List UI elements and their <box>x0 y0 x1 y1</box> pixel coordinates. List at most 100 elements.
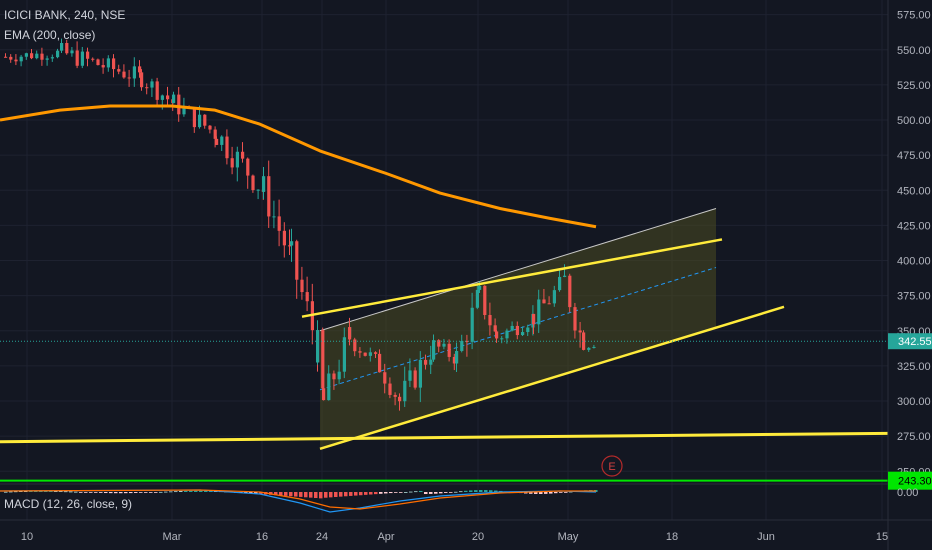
macd-zero-label: 0.00 <box>897 487 918 499</box>
interval-label: 240 <box>74 8 95 22</box>
ema-legend[interactable]: EMA (200, close) <box>4 28 96 42</box>
candle-body <box>40 53 44 60</box>
candle-body <box>578 330 582 333</box>
symbol-name: ICICI BANK <box>4 8 68 22</box>
macd-histogram-bar <box>554 492 558 494</box>
candle-body <box>383 372 387 384</box>
macd-histogram-bar <box>164 491 168 493</box>
macd-histogram-bar <box>294 492 298 497</box>
candle-body <box>235 151 239 168</box>
candle-body <box>145 87 149 89</box>
time-tick-label: Apr <box>377 531 394 543</box>
macd-histogram-bar <box>444 492 448 493</box>
macd-histogram-bar <box>524 492 528 494</box>
candle-body <box>267 176 271 217</box>
candle-body <box>393 394 397 397</box>
candle-body <box>198 114 202 128</box>
symbol-legend[interactable]: ICICI BANK, 240, NSE <box>4 8 126 22</box>
candle-body <box>138 66 142 73</box>
candle-body <box>305 292 309 302</box>
candle-body <box>30 53 34 59</box>
candle-body <box>363 352 367 356</box>
macd-histogram-bar <box>249 492 253 494</box>
time-tick-label: 20 <box>472 531 484 543</box>
candle-body <box>437 340 441 347</box>
macd-histogram-bar <box>284 492 288 496</box>
candle-body <box>288 245 292 247</box>
candle-body <box>563 275 567 277</box>
candle-body <box>246 158 250 176</box>
macd-histogram-bar <box>474 490 478 492</box>
candle-body <box>132 66 136 79</box>
macd-histogram-bar <box>384 492 388 494</box>
macd-histogram-bar <box>399 492 403 493</box>
candle-body <box>208 125 212 130</box>
macd-histogram-bar <box>469 490 473 492</box>
price-tick-label: 375.00 <box>897 291 931 303</box>
channel-upper-line <box>319 208 717 332</box>
macd-histogram-bar <box>194 490 198 492</box>
macd-histogram-bar <box>364 492 368 495</box>
candle-body <box>230 158 234 168</box>
macd-legend[interactable]: MACD (12, 26, close, 9) <box>4 497 133 511</box>
macd-histogram-bar <box>134 492 138 493</box>
macd-histogram-bar <box>274 492 278 496</box>
support-trendline <box>319 305 785 450</box>
trendline-drawings[interactable]: E <box>0 238 889 482</box>
candle-body <box>374 352 378 354</box>
candle-body <box>483 285 487 315</box>
price-tick-label: 425.00 <box>897 220 931 232</box>
candle-body <box>500 338 504 340</box>
macd-histogram-bar <box>19 491 23 492</box>
time-tick-label: 16 <box>256 531 268 543</box>
candle-body <box>9 56 13 60</box>
last-price-label: 342.55 <box>898 336 932 348</box>
candle-body <box>35 53 39 59</box>
candle-body <box>251 175 255 191</box>
candle-body <box>493 325 497 332</box>
channel-median-line <box>319 267 717 391</box>
candle-body <box>358 351 362 353</box>
candle-body <box>150 81 154 88</box>
macd-histogram-bar <box>99 492 103 493</box>
candle-body <box>122 71 126 78</box>
macd-histogram-bar <box>309 492 313 498</box>
candle-body <box>277 216 281 231</box>
price-axis[interactable]: 575.00 550.00 525.00 500.00 475.00 450.00 425.… <box>887 0 932 550</box>
macd-histogram-bar <box>44 490 48 492</box>
macd-histogram-bar <box>144 492 148 493</box>
macd-histogram-bar <box>29 490 33 492</box>
macd-histogram-bar <box>454 491 458 493</box>
candle-body <box>112 58 116 70</box>
macd-histogram-bar <box>534 492 538 494</box>
macd-histogram-bar <box>124 492 128 494</box>
macd-histogram-bar <box>419 490 423 492</box>
candle-body <box>418 359 422 388</box>
ema-line <box>0 104 597 229</box>
price-tick-label: 450.00 <box>897 185 931 197</box>
macd-histogram-bar <box>539 492 543 494</box>
price-tick-label: 575.00 <box>897 10 931 22</box>
macd-histogram-bar <box>494 490 498 492</box>
macd-histogram-bar <box>354 492 358 496</box>
macd-histogram-bar <box>424 492 428 494</box>
price-tick-label: 300.00 <box>897 396 931 408</box>
macd-histogram-bar <box>329 492 333 498</box>
candle-body <box>547 303 551 305</box>
macd-histogram-bar <box>64 491 68 493</box>
candle-body <box>465 340 469 342</box>
macd-histogram-bar <box>439 492 443 494</box>
candle-body <box>532 313 536 325</box>
time-axis[interactable]: 10 Mar 16 24 Apr 20 May 18 Jun 15 <box>0 519 932 543</box>
candle-body <box>96 59 100 66</box>
macd-histogram-bar <box>404 492 408 493</box>
candle-body <box>432 340 436 360</box>
time-tick-label: 18 <box>666 531 678 543</box>
candle-body <box>408 370 412 381</box>
macd-histogram-bar <box>319 492 323 499</box>
macd-histogram-bar <box>4 491 8 493</box>
macd-histogram-bar <box>74 491 78 493</box>
candle-body <box>117 69 121 72</box>
